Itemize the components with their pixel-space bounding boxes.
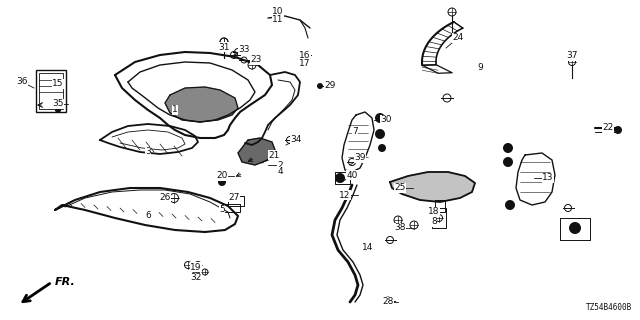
Text: 15: 15 <box>52 79 64 89</box>
Bar <box>39 73 63 109</box>
Text: 6: 6 <box>145 211 151 220</box>
Text: 26: 26 <box>159 194 171 203</box>
Text: 25: 25 <box>394 183 406 193</box>
Text: FR.: FR. <box>55 277 76 287</box>
Text: 5: 5 <box>219 205 225 214</box>
Text: 8: 8 <box>431 218 437 227</box>
Text: 38: 38 <box>394 223 406 233</box>
Circle shape <box>569 222 581 234</box>
Text: 32: 32 <box>190 274 202 283</box>
Text: 28: 28 <box>382 298 394 307</box>
Text: 3: 3 <box>145 148 151 156</box>
Text: 20: 20 <box>216 172 228 180</box>
Polygon shape <box>390 172 475 202</box>
Text: 4: 4 <box>277 167 283 177</box>
Text: 2: 2 <box>277 161 283 170</box>
Text: 36: 36 <box>16 77 28 86</box>
Circle shape <box>378 144 386 152</box>
Text: 29: 29 <box>324 82 336 91</box>
Text: 31: 31 <box>218 43 230 52</box>
Circle shape <box>218 178 226 186</box>
Polygon shape <box>165 87 238 122</box>
Text: 1: 1 <box>172 106 178 115</box>
Circle shape <box>503 143 513 153</box>
Circle shape <box>385 297 392 303</box>
Text: 27: 27 <box>228 193 240 202</box>
Text: 37: 37 <box>566 52 578 60</box>
Circle shape <box>375 129 385 139</box>
Text: 35: 35 <box>52 100 64 108</box>
Bar <box>36 70 66 112</box>
Text: 30: 30 <box>380 116 392 124</box>
Text: 40: 40 <box>346 171 358 180</box>
Text: 11: 11 <box>272 15 284 25</box>
Circle shape <box>375 113 385 123</box>
Text: 10: 10 <box>272 7 284 17</box>
Text: 21: 21 <box>268 150 280 159</box>
Text: 16: 16 <box>300 52 311 60</box>
Text: 22: 22 <box>602 124 614 132</box>
Text: 18: 18 <box>428 207 440 217</box>
Text: 39: 39 <box>355 154 365 163</box>
Circle shape <box>503 157 513 167</box>
Text: 19: 19 <box>190 262 202 271</box>
Polygon shape <box>238 138 275 165</box>
Text: 23: 23 <box>250 55 262 65</box>
Circle shape <box>317 83 323 89</box>
Circle shape <box>505 200 515 210</box>
Text: 24: 24 <box>452 34 463 43</box>
Circle shape <box>335 173 345 183</box>
Text: 17: 17 <box>300 59 311 68</box>
Text: 12: 12 <box>339 190 351 199</box>
Text: 9: 9 <box>477 63 483 73</box>
Text: 33: 33 <box>238 45 250 54</box>
Circle shape <box>55 107 61 113</box>
Text: 14: 14 <box>362 243 374 252</box>
Text: 7: 7 <box>352 127 358 137</box>
Text: 13: 13 <box>542 173 554 182</box>
Text: 34: 34 <box>291 135 301 145</box>
Circle shape <box>614 126 622 134</box>
Text: TZ54B4600B: TZ54B4600B <box>586 303 632 312</box>
